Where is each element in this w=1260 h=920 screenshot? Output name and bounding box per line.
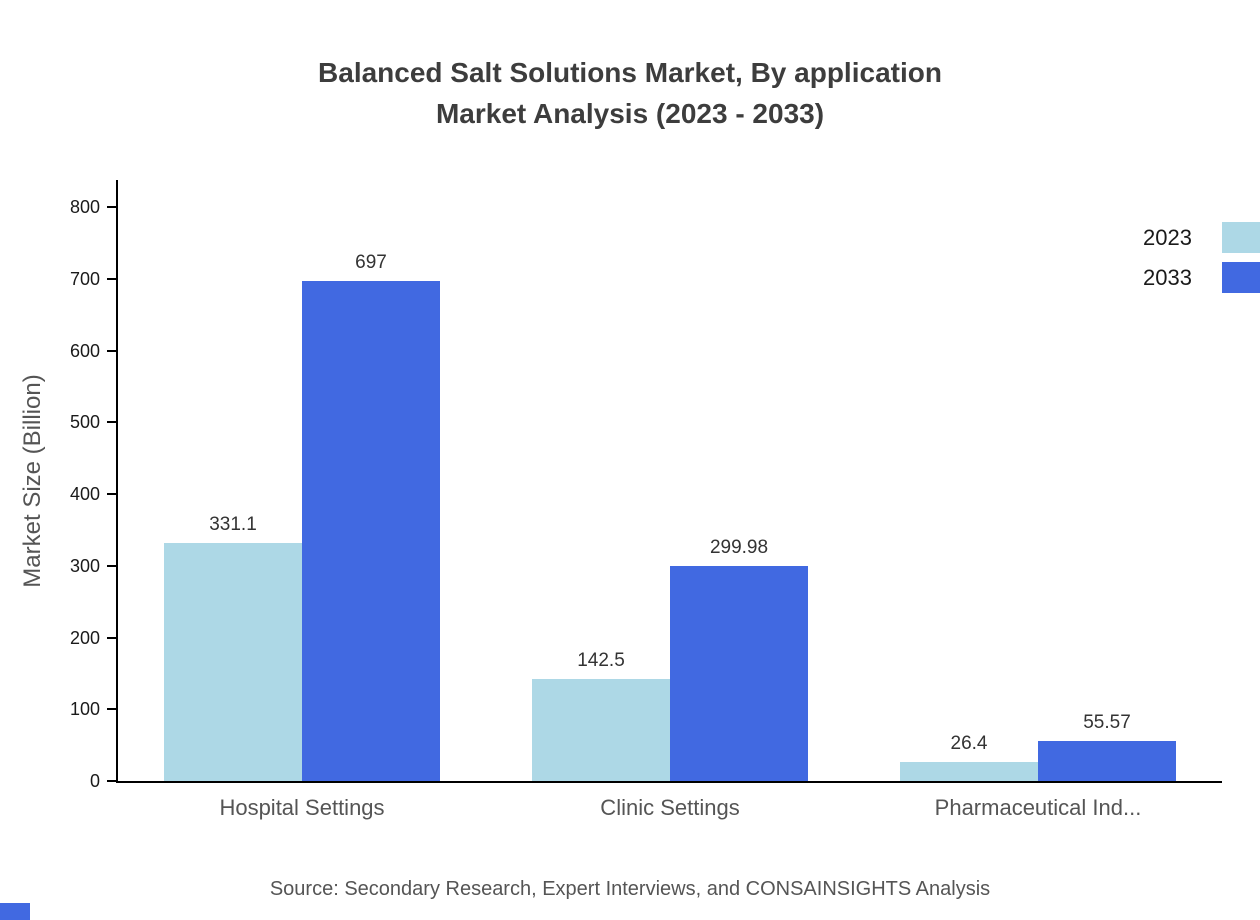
chart-title-line1: Balanced Salt Solutions Market, By appli…: [318, 57, 942, 88]
source-note: Source: Secondary Research, Expert Inter…: [269, 878, 991, 900]
y-tick-label: 800: [69, 197, 100, 217]
legend-item: 2023: [1143, 222, 1260, 253]
legend-swatch: [1222, 262, 1260, 293]
bar-value-label: 697: [355, 251, 387, 273]
bar-value-label: 331.1: [209, 514, 257, 536]
y-tick-mark: [107, 564, 116, 567]
bottom-left-decoration: [0, 903, 30, 920]
bar-group: 26.4 55.57 Pharmaceutical Ind...: [854, 180, 1222, 820]
y-tick-label: 0: [89, 771, 100, 791]
bar-value-label: 26.4: [950, 733, 988, 755]
bar-group: 142.5 299.98 Clinic Settings: [486, 180, 854, 820]
legend-swatch: [1222, 222, 1260, 253]
bar-2033: 55.57: [1038, 712, 1176, 781]
y-tick-label: 700: [69, 268, 100, 289]
bar-2023: 142.5: [532, 650, 670, 781]
legend: 2023 2033: [1143, 222, 1260, 293]
y-tick-label: 100: [69, 699, 100, 720]
bar-2023: 26.4: [900, 733, 1038, 781]
y-tick-mark: [107, 277, 116, 280]
y-tick-label: 300: [69, 555, 100, 576]
bar-group: 331.1 697 Hospital Settings: [118, 180, 486, 820]
chart-title: Balanced Salt Solutions Market, By appli…: [0, 52, 1260, 134]
bar-2033: 299.98: [670, 537, 808, 781]
y-tick-label: 500: [69, 412, 100, 433]
y-tick-mark: [107, 421, 116, 424]
y-tick-mark: [107, 780, 116, 782]
bar-2023: 331.1: [164, 514, 302, 781]
bar-2033: 697: [302, 252, 440, 781]
bar-value-label: 55.57: [1083, 712, 1131, 734]
y-tick-mark: [107, 708, 116, 711]
bar-value-label: 299.98: [709, 536, 769, 558]
y-axis: [116, 180, 118, 783]
bar-groups: 331.1 697 Hospital Settings 142.5 299.98 Clin…: [118, 180, 1222, 820]
y-tick-label: 600: [69, 340, 100, 361]
category-label: Pharmaceutical Ind...: [934, 795, 1142, 820]
plot-area: 0 100 200 300 400 500 600 700 800 331.1 697 Hospit…: [70, 180, 1222, 820]
y-tick-mark: [107, 349, 116, 352]
chart-title-line2: Market Analysis (2023 - 2033): [435, 98, 825, 129]
y-tick-label: 200: [69, 627, 100, 648]
y-tick-mark: [107, 206, 116, 208]
y-tick-mark: [107, 493, 116, 495]
y-tick-label: 400: [69, 484, 100, 504]
y-axis-label: Market Size (Billion): [19, 374, 46, 588]
legend-label: 2033: [1143, 264, 1192, 290]
y-tick-mark: [107, 636, 116, 639]
category-label: Clinic Settings: [600, 795, 740, 820]
category-label: Hospital Settings: [219, 795, 385, 820]
legend-label: 2023: [1143, 224, 1192, 250]
x-axis: [116, 781, 1222, 783]
bar-value-label: 142.5: [577, 649, 625, 671]
legend-item: 2033: [1143, 262, 1260, 293]
